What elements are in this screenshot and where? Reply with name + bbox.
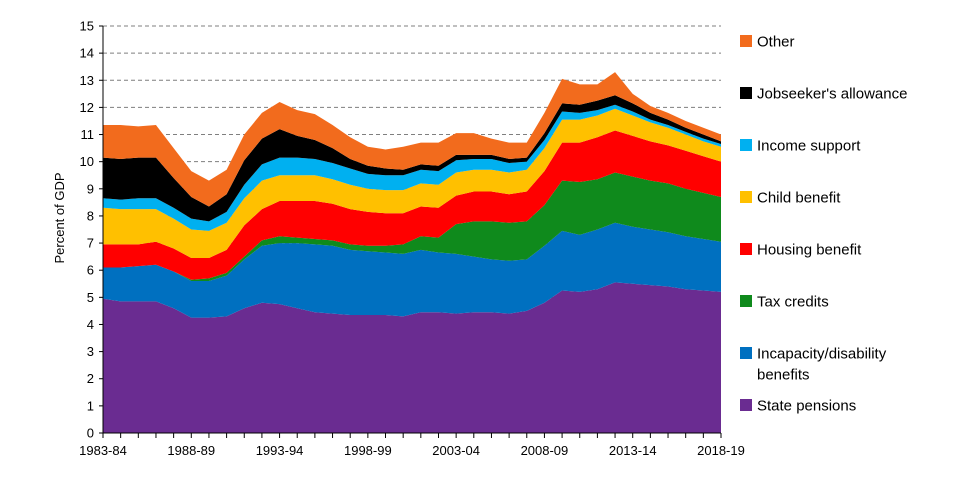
- area-child-benefit: [103, 108, 721, 258]
- legend: Other Jobseeker's allowance Income support…: [740, 34, 907, 415]
- area-housing-benefit: [103, 130, 721, 280]
- legend-label-housing-benefit: Housing benefit: [757, 242, 862, 259]
- y-tick-label: 0: [87, 426, 94, 441]
- x-tick-label: 1998-99: [344, 443, 392, 458]
- legend-swatch-jobseeker-s-allowance: [740, 87, 752, 99]
- area-incapacity-disability-benefits: [103, 222, 721, 318]
- legend-swatch-housing-benefit: [740, 243, 752, 255]
- y-tick-label: 13: [80, 73, 94, 88]
- x-tick-label: 2018-19: [697, 443, 745, 458]
- y-tick-label: 9: [87, 181, 94, 196]
- x-tick-label: 2013-14: [609, 443, 657, 458]
- y-tick-label: 11: [81, 127, 95, 142]
- legend-swatch-other: [740, 35, 752, 47]
- legend-swatch-tax-credits: [740, 295, 752, 307]
- legend-swatch-state-pensions: [740, 399, 752, 411]
- legend-label-child-benefit: Child benefit: [757, 190, 841, 207]
- axes: [99, 25, 722, 438]
- y-tick-label: 14: [80, 46, 94, 61]
- y-tick-label: 7: [87, 236, 94, 251]
- legend-label-income-support: Income support: [757, 138, 861, 155]
- x-tick-label: 2008-09: [521, 443, 569, 458]
- area-series-group: [103, 72, 721, 433]
- y-tick-label: 15: [80, 19, 94, 34]
- y-tick-label: 4: [87, 317, 94, 332]
- y-tick-label: 3: [87, 344, 94, 359]
- y-axis-title: Percent of GDP: [52, 172, 67, 263]
- legend-label-jobseeker-s-allowance: Jobseeker's allowance: [757, 86, 907, 103]
- x-tick-label: 2003-04: [432, 443, 480, 458]
- x-tick-labels: 1983-84 1988-89 1993-94 1998-99 2003-04 2008-…: [79, 443, 745, 458]
- y-tick-label: 2: [87, 371, 94, 386]
- x-tick-label: 1988-89: [167, 443, 215, 458]
- legend-swatch-income-support: [740, 139, 752, 151]
- legend-label-state-pensions: State pensions: [757, 398, 856, 415]
- legend-swatch-incapacity-disability-benefits: [740, 347, 752, 359]
- legend-swatch-child-benefit: [740, 191, 752, 203]
- area-tax-credits: [103, 172, 721, 282]
- legend-label-incapacity-disability-benefits: Incapacity/disability benefits: [757, 346, 887, 384]
- y-tick-label: 5: [87, 290, 94, 305]
- y-tick-label: 12: [80, 100, 94, 115]
- x-tick-label: 1993-94: [256, 443, 304, 458]
- area-state-pensions: [103, 282, 721, 433]
- y-tick-label: 10: [80, 154, 94, 169]
- y-tick-label: 8: [87, 208, 94, 223]
- x-tick-label: 1983-84: [79, 443, 127, 458]
- legend-label-other: Other: [757, 34, 795, 51]
- y-tick-label: 6: [87, 263, 94, 278]
- legend-label-tax-credits: Tax credits: [757, 294, 829, 311]
- y-tick-label: 1: [87, 398, 94, 413]
